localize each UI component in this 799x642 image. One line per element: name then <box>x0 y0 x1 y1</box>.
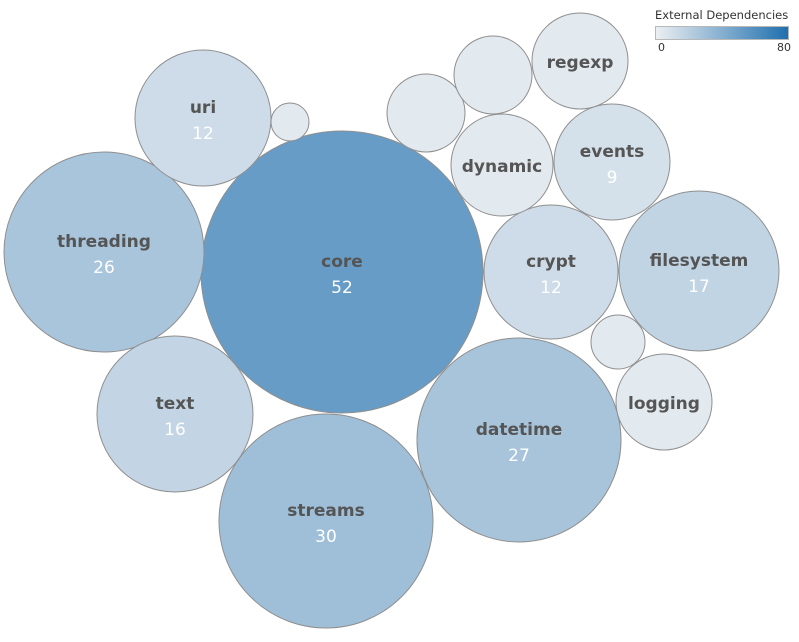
bubble-label-filesystem: filesystem <box>650 251 749 271</box>
bubble-circle-unlabeled-12[interactable] <box>386 73 466 153</box>
bubble-label-dynamic: dynamic <box>462 157 542 177</box>
bubble-circle-datetime[interactable] <box>416 337 622 543</box>
legend-title: External Dependencies <box>655 8 789 22</box>
bubble-circle-logging[interactable] <box>615 353 713 451</box>
bubble-circle-regexp[interactable] <box>531 12 629 110</box>
bubble-circle-threading[interactable] <box>3 151 205 353</box>
bubble-logging[interactable]: logging <box>615 353 713 451</box>
bubble-circle-dynamic[interactable] <box>450 113 554 217</box>
bubble-value-crypt: 12 <box>540 278 562 298</box>
legend-gradient-bar <box>655 26 789 40</box>
bubble-label-core: core <box>321 252 363 272</box>
bubble-label-events: events <box>580 142 645 162</box>
bubble-value-streams: 30 <box>315 527 337 547</box>
legend-max-label: 80 <box>777 41 791 54</box>
bubble-value-filesystem: 17 <box>688 277 710 297</box>
bubble-uri[interactable]: uri 12 <box>134 49 272 187</box>
bubble-label-threading: threading <box>57 232 151 252</box>
bubble-value-text: 16 <box>164 420 186 440</box>
bubble-regexp[interactable]: regexp <box>531 12 629 110</box>
bubble-label-text: text <box>156 394 195 414</box>
bubble-circle-text[interactable] <box>96 335 254 493</box>
bubble-circle-unlabeled-15[interactable] <box>270 102 310 142</box>
bubble-circle-unlabeled-13[interactable] <box>453 35 533 115</box>
bubble-unlabeled-15[interactable] <box>270 102 310 142</box>
bubble-value-datetime: 27 <box>508 446 530 466</box>
bubble-circle-unlabeled-14[interactable] <box>590 314 646 370</box>
bubble-threading[interactable]: threading 26 <box>3 151 205 353</box>
bubble-unlabeled-13[interactable] <box>453 35 533 115</box>
bubble-value-core: 52 <box>331 278 353 298</box>
bubble-circle-streams[interactable] <box>218 413 434 629</box>
bubble-label-uri: uri <box>190 98 216 118</box>
bubble-streams[interactable]: streams 30 <box>218 413 434 629</box>
bubble-unlabeled-12[interactable] <box>386 73 466 153</box>
bubble-label-streams: streams <box>287 501 364 521</box>
bubble-circle-uri[interactable] <box>134 49 272 187</box>
color-legend: External Dependencies 0 80 <box>655 8 792 54</box>
bubble-label-logging: logging <box>628 394 700 414</box>
bubble-value-events: 9 <box>607 168 618 188</box>
bubble-dynamic[interactable]: dynamic <box>450 113 554 217</box>
legend-min-label: 0 <box>658 41 665 54</box>
bubble-circle-filesystem[interactable] <box>618 190 780 352</box>
bubble-value-threading: 26 <box>93 258 115 278</box>
bubble-circle-crypt[interactable] <box>483 204 619 340</box>
bubble-events[interactable]: events 9 <box>553 103 671 221</box>
bubble-core[interactable]: core 52 <box>200 130 484 414</box>
bubble-unlabeled-14[interactable] <box>590 314 646 370</box>
bubble-datetime[interactable]: datetime 27 <box>416 337 622 543</box>
bubble-filesystem[interactable]: filesystem 17 <box>618 190 780 352</box>
bubble-crypt[interactable]: crypt 12 <box>483 204 619 340</box>
bubble-label-datetime: datetime <box>476 420 563 440</box>
bubble-label-crypt: crypt <box>526 252 576 272</box>
bubble-value-uri: 12 <box>192 124 214 144</box>
bubble-circle-events[interactable] <box>553 103 671 221</box>
bubble-text[interactable]: text 16 <box>96 335 254 493</box>
bubble-label-regexp: regexp <box>547 53 614 73</box>
